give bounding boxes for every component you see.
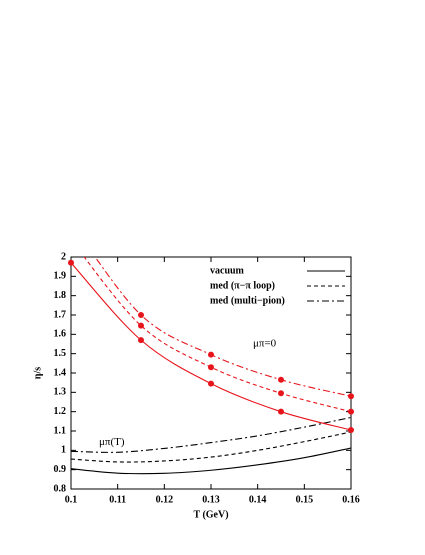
x-tick-label: 0.12: [156, 494, 174, 505]
x-axis-label: T (GeV): [193, 509, 228, 520]
marker: [278, 376, 284, 383]
x-tick-label: 0.15: [296, 494, 314, 505]
y-tick-label: 1: [61, 445, 66, 456]
plot-frame: [70, 256, 352, 490]
annotation: μπ(T): [99, 436, 125, 448]
y-axis-label: η/s: [32, 367, 43, 379]
y-tick-label: 1.6: [54, 329, 67, 340]
y-tick-label: 1.3: [54, 387, 67, 398]
x-tick-label: 0.14: [249, 494, 267, 505]
y-tick-label: 0.8: [54, 483, 67, 494]
marker: [278, 390, 284, 397]
legend-label: med (π−π loop): [210, 280, 275, 291]
y-tick-label: 1.1: [54, 425, 67, 436]
marker: [208, 364, 214, 371]
y-tick-label: 1.5: [54, 348, 67, 359]
marker: [348, 393, 354, 400]
line: [71, 262, 351, 431]
x-tick-label: 0.11: [109, 494, 126, 505]
line: [71, 447, 351, 475]
marker: [208, 351, 214, 358]
marker: [138, 312, 144, 318]
line: [71, 416, 351, 453]
annotation: μπ=0: [253, 338, 277, 350]
legend-label: vacuum: [210, 265, 245, 276]
y-tick-label: 1.8: [54, 290, 67, 301]
x-tick-label: 0.1: [65, 494, 78, 505]
marker: [208, 380, 214, 387]
marker: [348, 408, 354, 415]
marker: [138, 322, 144, 329]
y-tick-label: 1.9: [54, 271, 67, 282]
line: [94, 257, 351, 397]
marker: [68, 259, 74, 266]
line: [71, 431, 351, 463]
y-tick-label: 1.2: [54, 406, 67, 417]
y-tick-label: 2: [61, 251, 66, 262]
marker: [138, 337, 144, 344]
plot-lines: [71, 257, 351, 475]
marker: [348, 427, 354, 434]
marker: [278, 408, 284, 415]
x-tick-label: 0.13: [202, 494, 220, 505]
y-tick-label: 1.4: [54, 367, 67, 378]
y-tick-label: 0.9: [54, 464, 67, 475]
legend-label: med (multi−pion): [210, 295, 285, 306]
line: [83, 257, 351, 413]
x-tick-label: 0.16: [342, 494, 360, 505]
y-tick-label: 1.7: [54, 309, 67, 320]
